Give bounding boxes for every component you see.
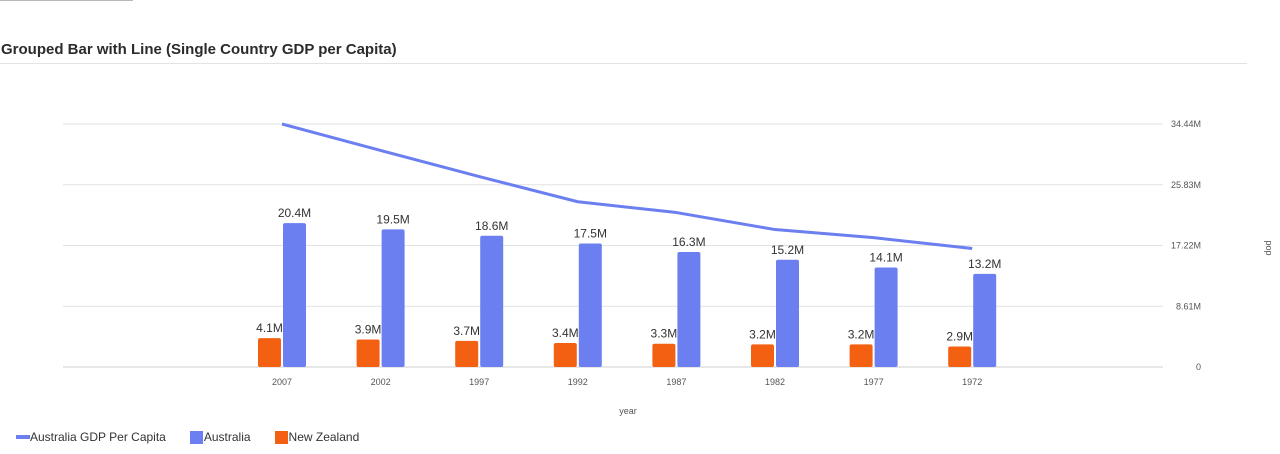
bar-australia (578, 243, 602, 367)
bar-new-zealand (652, 343, 676, 367)
bar-new-zealand (455, 340, 479, 367)
legend-item-australia[interactable]: Australia (189, 430, 251, 444)
x-tick-label: 2007 (272, 377, 292, 387)
x-tick-label: 2002 (371, 377, 391, 387)
y-tick-label: 8.61M (1176, 301, 1201, 311)
bar-new-zealand (751, 344, 774, 367)
chart-canvas: 4.1M 20.4M 3.9M 19.5M 3.7M 18.6M 3.4M 17.5M 3.3M… (63, 119, 1274, 416)
y-tick-label: 25.83M (1171, 180, 1201, 190)
legend-label: Australia GDP Per Capita (30, 430, 166, 444)
x-axis-label: year (619, 406, 637, 416)
data-labels: 4.1M 20.4M 3.9M 19.5M 3.7M 18.6M 3.4M 17.5M 3.3M… (256, 206, 1001, 343)
bar-new-zealand (849, 344, 873, 367)
chart-title: Grouped Bar with Line (Single Country GD… (1, 41, 397, 58)
data-label-australia: 13.2M (968, 257, 1001, 271)
bar-australia (381, 229, 405, 367)
y-axis-label: pop (1264, 240, 1274, 255)
x-tick-label: 1992 (568, 377, 588, 387)
bar-australia (283, 223, 306, 367)
bars (258, 223, 997, 367)
data-label-new-zealand: 3.3M (651, 327, 678, 341)
data-label-australia: 17.5M (574, 227, 607, 241)
bar-australia (480, 235, 504, 367)
x-tick-label: 1997 (469, 377, 489, 387)
y-tick-label: 0 (1196, 362, 1201, 372)
grid-lines (63, 123, 1163, 368)
data-label-new-zealand: 2.9M (946, 330, 973, 344)
data-label-new-zealand: 3.9M (355, 322, 382, 336)
data-label-australia: 15.2M (771, 243, 804, 257)
x-tick-label: 1972 (962, 377, 982, 387)
data-label-australia: 16.3M (672, 235, 705, 249)
top-divider (0, 0, 133, 1)
bar-australia (973, 273, 997, 367)
data-label-new-zealand: 3.2M (749, 327, 776, 341)
legend-box-swatch (189, 430, 203, 444)
line-australia-gdp-per-capita (281, 122, 973, 251)
x-tick-label: 1977 (864, 377, 884, 387)
bar-australia (874, 267, 898, 367)
data-label-new-zealand: 3.7M (453, 324, 480, 338)
legend-line-swatch (16, 435, 30, 439)
y-tick-label: 17.22M (1171, 241, 1201, 251)
data-label-australia: 18.6M (475, 219, 508, 233)
axes: 0 8.61M 17.22M 25.83M 34.44M 2007 2002 1997 1992… (272, 119, 1274, 416)
x-tick-label: 1982 (765, 377, 785, 387)
legend-item-gdp[interactable]: Australia GDP Per Capita (16, 430, 166, 444)
data-label-new-zealand: 3.4M (552, 326, 579, 340)
legend-label: New Zealand (288, 430, 360, 444)
bar-australia (677, 251, 701, 367)
y-tick-label: 34.44M (1171, 119, 1201, 129)
data-label-new-zealand: 3.2M (848, 327, 875, 341)
legend-label: Australia (203, 430, 251, 444)
legend-box-swatch (274, 430, 288, 444)
bar-new-zealand (258, 338, 281, 367)
bar-australia (776, 259, 799, 367)
data-label-australia: 19.5M (376, 212, 409, 226)
bar-new-zealand (553, 343, 577, 367)
legend: Australia GDP Per Capita Australia New Z… (16, 430, 383, 444)
title-divider (0, 63, 1247, 64)
line-series (281, 122, 973, 251)
bar-new-zealand (356, 339, 380, 367)
data-label-australia: 20.4M (278, 206, 311, 220)
legend-item-new-zealand[interactable]: New Zealand (274, 430, 360, 444)
bar-new-zealand (948, 346, 972, 367)
data-label-new-zealand: 4.1M (256, 321, 283, 335)
data-label-australia: 14.1M (869, 251, 902, 265)
x-tick-label: 1987 (666, 377, 686, 387)
